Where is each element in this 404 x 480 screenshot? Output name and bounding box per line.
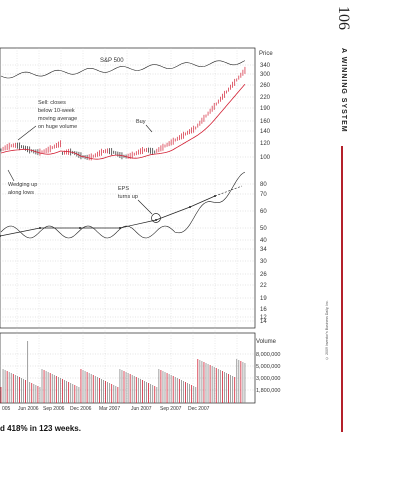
x-tick-label: Jun 2007: [131, 406, 152, 412]
volume-bars: [0, 341, 246, 403]
copyright-notice: © 2009 Investor's Business Daily, Inc.: [325, 300, 329, 360]
volume-tick-label: 3,000,000: [256, 376, 280, 382]
annotation-sell: Sell: closes below 10-week moving averag…: [38, 100, 79, 130]
price-tick-labels: 340 300 260 220 190 160 140 120 100 80 70 60 50 40 34 3…: [260, 63, 271, 325]
price-tick-label: 19: [260, 296, 267, 302]
price-tick-label: 40: [260, 238, 267, 244]
price-tick-label: 30: [260, 259, 267, 265]
eps-arrow: [137, 199, 153, 215]
annotation-wedging: Wedging up along lows: [8, 182, 39, 196]
annotation-buy: Buy: [136, 119, 146, 125]
x-tick-label: Sep 2007: [160, 406, 182, 412]
price-tick-label: 100: [260, 155, 271, 161]
price-tick-label: 22: [260, 283, 267, 289]
price-tick-label: 190: [260, 106, 271, 112]
price-tick-label: 140: [260, 129, 271, 135]
x-tick-label: Sep 2006: [43, 406, 65, 412]
sell-arrow: [17, 125, 37, 141]
x-tick-label: Mar 2007: [99, 406, 120, 412]
figure-caption: d 418% in 123 weeks.: [0, 424, 81, 433]
eps-point: [0, 235, 1, 237]
price-tick-label: 12: [260, 315, 267, 321]
page-number: 106: [335, 6, 352, 30]
eps-projection: [214, 185, 243, 197]
eps-point: [119, 227, 121, 229]
x-tick-label: Dec 2006: [70, 406, 92, 412]
volume-tick-label: 1,800,000: [256, 388, 280, 394]
moving-average-path: [0, 83, 246, 160]
price-panel: [0, 47, 256, 329]
running-head: A WINNING SYSTEM: [340, 48, 347, 133]
wedging-arrow: [7, 169, 15, 182]
eps-point: [79, 227, 81, 229]
volume-tick-label: 8,000,000: [256, 352, 280, 358]
price-tick-label: 70: [260, 192, 267, 198]
price-bars: [0, 66, 246, 161]
eps-circle: [151, 213, 161, 223]
price-tick-label: 300: [260, 72, 271, 78]
price-tick-label: 80: [260, 182, 267, 188]
gridlines: [0, 48, 255, 403]
price-tick-label: 160: [260, 119, 271, 125]
price-tick-label: 120: [260, 141, 271, 147]
price-tick-label: 340: [260, 63, 271, 69]
volume-axis-label: Volume: [256, 339, 277, 345]
price-tick-label: 50: [260, 226, 267, 232]
price-tick-label: 16: [260, 307, 267, 313]
stock-chart: S&P 500 Price 340 300 260 220 190 160 140 120 10…: [0, 47, 280, 412]
sp500-line: [0, 60, 246, 79]
buy-arrow: [145, 124, 153, 133]
price-tick-label: 260: [260, 83, 271, 89]
sp500-label: S&P 500: [100, 58, 124, 64]
sp500-path: [0, 60, 246, 79]
annotation-eps: EPS turns up: [118, 186, 138, 200]
eps-line: [0, 185, 243, 237]
volume-tick-labels: 8,000,000 5,000,000 3,000,000 1,800,000: [256, 352, 280, 394]
volume-tick-label: 5,000,000: [256, 364, 280, 370]
price-tick-label: 14: [260, 319, 267, 325]
x-tick-label: 005: [2, 406, 11, 412]
eps-point: [155, 219, 157, 221]
x-tick-label: Jun 2006: [18, 406, 39, 412]
moving-average-line: [0, 83, 246, 160]
x-tick-label: Dec 2007: [188, 406, 210, 412]
price-tick-label: 34: [260, 247, 267, 253]
eps-point: [39, 227, 41, 229]
price-tick-label: 220: [260, 95, 271, 101]
eps-point: [214, 195, 216, 197]
price-tick-label: 26: [260, 272, 267, 278]
eps-point: [189, 206, 191, 208]
price-tick-label: 60: [260, 209, 267, 215]
margin-rule: [341, 146, 343, 432]
price-axis-label: Price: [259, 51, 273, 57]
x-tick-labels: 005 Jun 2006 Sep 2006 Dec 2006 Mar 2007 Jun 2…: [2, 406, 210, 412]
